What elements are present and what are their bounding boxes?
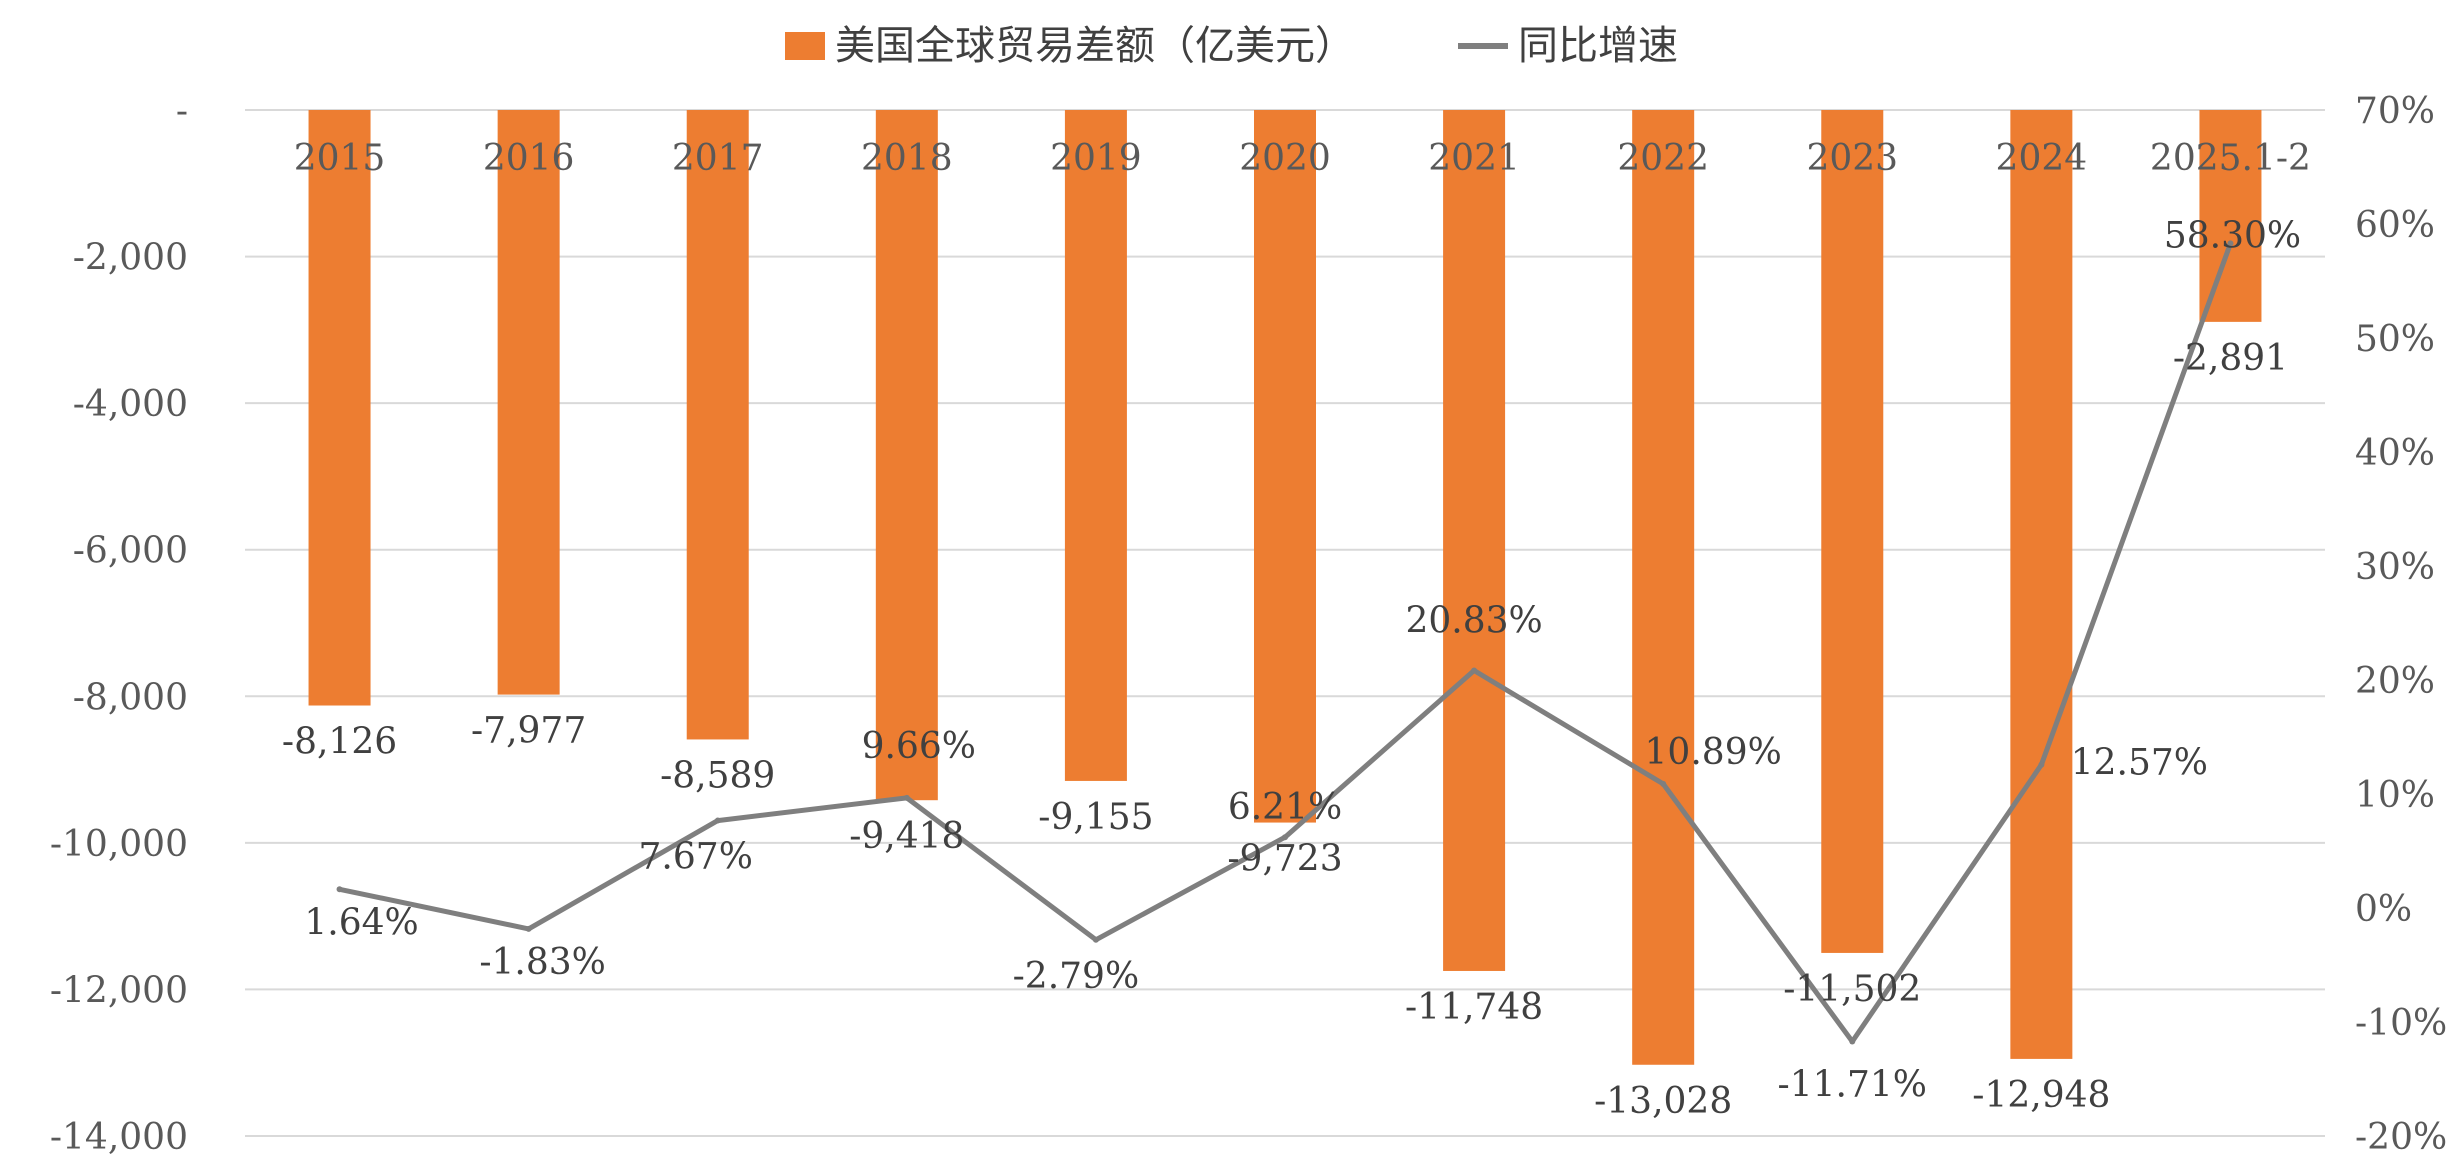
bar-2017	[686, 110, 749, 740]
line-value-label: 58.30%	[2164, 215, 2301, 256]
right-tick-label: 20%	[2355, 661, 2435, 702]
line-value-label: -11.71%	[1778, 1064, 1927, 1105]
line-point-2020	[1282, 834, 1288, 841]
line-value-label: 7.67%	[639, 837, 753, 878]
bar-value-label: -9,723	[1227, 839, 1342, 880]
category-label: 2017	[672, 138, 764, 179]
left-tick-label: -2,000	[73, 238, 188, 279]
category-label: 2020	[1239, 138, 1331, 179]
category-label: 2025.1-2	[2150, 138, 2311, 179]
left-tick-label: -6,000	[73, 531, 188, 572]
line-point-2025.1-2	[2227, 240, 2234, 247]
right-tick-label: 0%	[2355, 889, 2412, 930]
right-tick-label: 30%	[2355, 547, 2435, 588]
line-point-2018	[903, 794, 910, 801]
line-data-labels: 1.64% -1.83% 7.67% 9.66% -2.79% 6.21% 20.83% 10…	[304, 215, 2301, 1105]
category-label: 2018	[861, 138, 953, 179]
line-value-label: -1.83%	[479, 942, 606, 983]
line-value-label: 1.64%	[304, 902, 418, 943]
bar-2022	[1632, 110, 1695, 1065]
bar-2016	[497, 110, 560, 695]
bar-value-label: -9,418	[849, 816, 964, 857]
category-label: 2024	[1996, 138, 2088, 179]
legend-label-bar: 美国全球贸易差额（亿美元）	[835, 23, 1355, 69]
left-tick-label: -4,000	[73, 384, 188, 425]
right-axis-ticks: 70% 60% 50% 40% 30% 20% 10% 0% -10% -20%	[2355, 91, 2447, 1158]
right-tick-label: -20%	[2355, 1117, 2447, 1158]
category-labels: 2015 2016 2017 2018 2019 2020 2021 2022 2023 2024…	[294, 138, 2311, 179]
legend-label-line: 同比增速	[1518, 23, 1678, 69]
line-value-label: 12.57%	[2071, 743, 2208, 784]
line-point-2017	[714, 817, 721, 824]
bar-2015	[308, 110, 371, 706]
line-value-label: 9.66%	[862, 726, 976, 767]
bar-2023	[1821, 110, 1884, 953]
bar-value-label: -13,028	[1594, 1081, 1732, 1122]
bar-value-label: -8,589	[660, 755, 775, 796]
bar-2018	[875, 110, 938, 801]
line-point-2021	[1471, 667, 1478, 674]
left-axis-ticks: - -2,000 -4,000 -6,000 -8,000 -10,000 -12,000 -…	[50, 91, 188, 1158]
category-label: 2021	[1428, 138, 1520, 179]
line-point-2016	[525, 925, 532, 932]
line-value-label: 10.89%	[1645, 732, 1782, 773]
line-point-2015	[336, 886, 343, 893]
right-tick-label: 70%	[2355, 91, 2435, 132]
bar-2025.1-2	[2199, 110, 2262, 322]
line-point-2024	[2038, 761, 2045, 768]
right-tick-label: 60%	[2355, 205, 2435, 246]
category-label: 2022	[1617, 138, 1709, 179]
right-tick-label: 40%	[2355, 433, 2435, 474]
line-value-label: -2.79%	[1013, 956, 1140, 997]
left-tick-label: -10,000	[50, 824, 188, 865]
category-label: 2019	[1050, 138, 1142, 179]
bar-value-label: -11,748	[1405, 987, 1543, 1028]
bar-value-label: -2,891	[2173, 338, 2288, 379]
line-series	[336, 240, 2234, 1045]
right-tick-label: 50%	[2355, 319, 2435, 360]
left-tick-label: -12,000	[50, 970, 188, 1011]
bar-series	[308, 110, 2262, 1065]
bar-2019	[1064, 110, 1127, 781]
category-label: 2015	[294, 138, 386, 179]
bar-value-label: -8,126	[282, 722, 397, 763]
legend-swatch-bar	[785, 32, 825, 60]
category-label: 2016	[483, 138, 575, 179]
bar-data-labels: -8,126 -7,977 -8,589 -9,418 -9,155 -9,723 -11,…	[282, 338, 2288, 1122]
line-point-2022	[1660, 780, 1667, 787]
right-tick-label: -10%	[2355, 1003, 2447, 1044]
bar-value-label: -12,948	[1972, 1075, 2110, 1116]
line-point-2023	[1849, 1038, 1856, 1045]
left-tick-label: -14,000	[50, 1117, 188, 1158]
legend: 美国全球贸易差额（亿美元） 同比增速	[785, 23, 1678, 69]
left-tick-label: -	[176, 91, 188, 132]
bar-value-label: -9,155	[1038, 797, 1153, 838]
line-value-label: 20.83%	[1405, 601, 1542, 642]
left-tick-label: -8,000	[73, 677, 188, 718]
bar-2021	[1443, 110, 1506, 971]
bar-2020	[1254, 110, 1316, 823]
bar-value-label: -11,502	[1783, 969, 1921, 1010]
right-tick-label: 10%	[2355, 775, 2435, 816]
category-label: 2023	[1806, 138, 1898, 179]
bar-2024	[2010, 110, 2073, 1059]
line-value-label: 6.21%	[1228, 787, 1342, 828]
bar-value-label: -7,977	[471, 711, 586, 752]
line-point-2019	[1092, 936, 1099, 943]
